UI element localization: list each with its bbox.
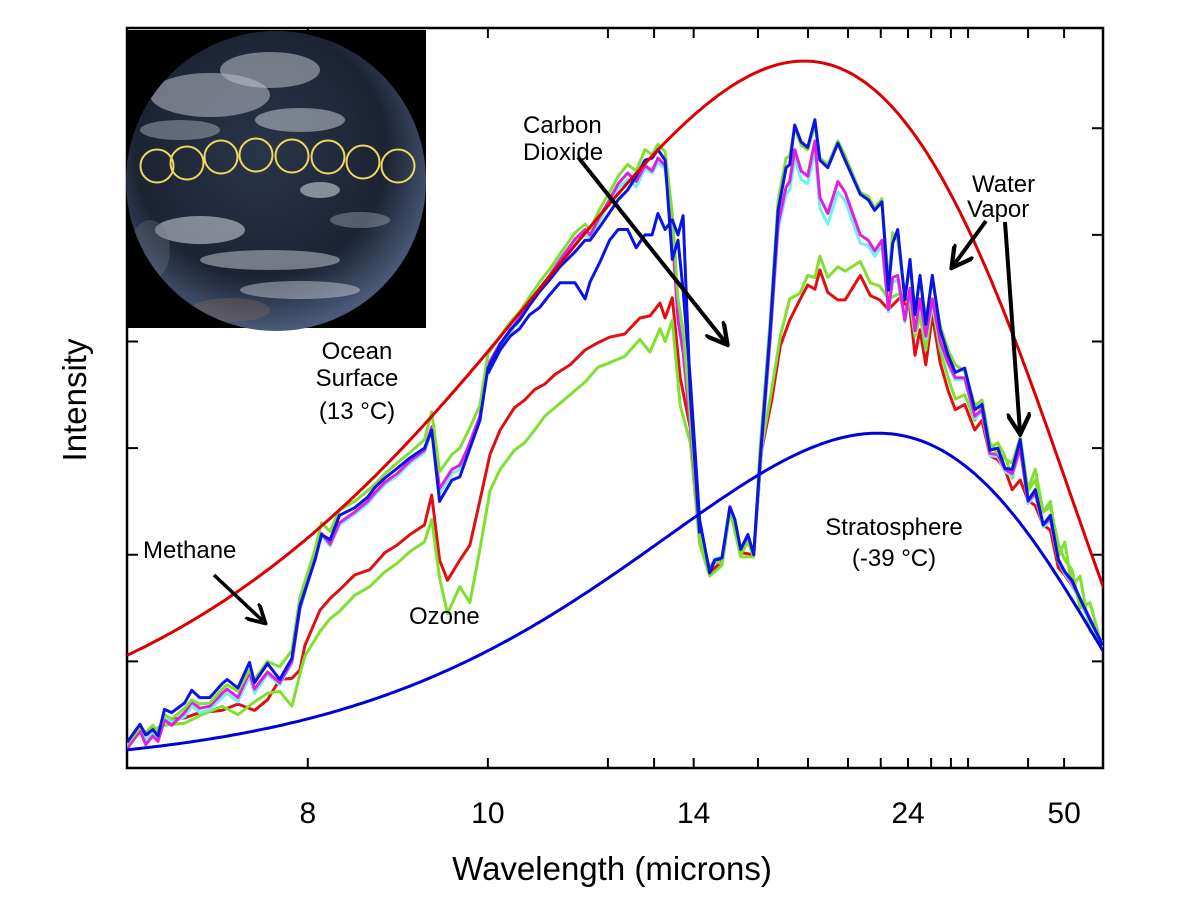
x-tick-label: 50 (1047, 797, 1080, 830)
footprint-circle (310, 139, 346, 175)
methane-arrow (212, 573, 264, 622)
annotation-carbon-dioxide: Carbon Dioxide (523, 112, 726, 343)
annotation-line: Dioxide (523, 139, 603, 166)
footprint-circle (380, 148, 416, 184)
annotation-line: Water (972, 171, 1035, 198)
ocean-surface-blackbody-curve (127, 59, 1103, 657)
annotation-line: Stratosphere (825, 514, 962, 541)
x-tick-label: 10 (471, 797, 504, 830)
annotation-line: Surface (316, 365, 399, 392)
annotation-line: (13 °C) (319, 398, 395, 425)
annotation-line: Methane (143, 537, 236, 564)
x-tick-label: 24 (891, 797, 924, 830)
annotation-line: (-39 °C) (852, 545, 936, 572)
series-line-4 (486, 212, 702, 534)
axis-ticks (127, 28, 1103, 768)
footprint-circles (139, 137, 416, 184)
series-layer (127, 118, 1103, 750)
series-line-0 (127, 118, 1103, 744)
annotation-water-vapor: Water Vapor (953, 171, 1035, 432)
water-vapor-arrow-1 (953, 219, 988, 266)
annotation-ozone: Ozone (409, 603, 480, 630)
blackbody-curves (127, 59, 1103, 752)
annotation-methane: Methane (143, 537, 264, 622)
svg-text:Ozone: Ozone (409, 603, 480, 630)
earth-inset-image (126, 30, 426, 331)
x-axis-title: Wavelength (microns) (452, 850, 772, 887)
footprint-circle (345, 144, 381, 180)
carbon-dioxide-arrow (576, 155, 726, 343)
annotation-stratosphere: Stratosphere (-39 °C) (825, 514, 962, 572)
svg-text:Methane: Methane (143, 537, 236, 564)
footprint-circle (238, 137, 274, 173)
annotation-line: Ocean (322, 338, 393, 365)
y-axis-title: Intensity (56, 338, 93, 461)
annotation-line: Vapor (967, 196, 1029, 223)
annotation-line: Carbon (523, 112, 602, 139)
svg-text:Stratosphere(-39 °C): Stratosphere (-39 °C) (825, 514, 962, 572)
x-tick-labels: 8 10 14 24 50 (299, 797, 1080, 830)
annotation-line: Ozone (409, 603, 480, 630)
x-tick-label: 8 (299, 797, 316, 830)
stratosphere-blackbody-curve (127, 431, 1103, 752)
footprint-circle (169, 145, 205, 181)
footprint-circle (203, 139, 239, 175)
annotation-ocean-surface: Ocean Surface (13 °C) (316, 338, 399, 425)
footprint-circle (139, 148, 175, 184)
footprint-circle (274, 138, 310, 174)
x-tick-label: 14 (677, 797, 710, 830)
water-vapor-arrow-2 (1003, 221, 1020, 432)
plot-frame (125, 26, 1105, 770)
